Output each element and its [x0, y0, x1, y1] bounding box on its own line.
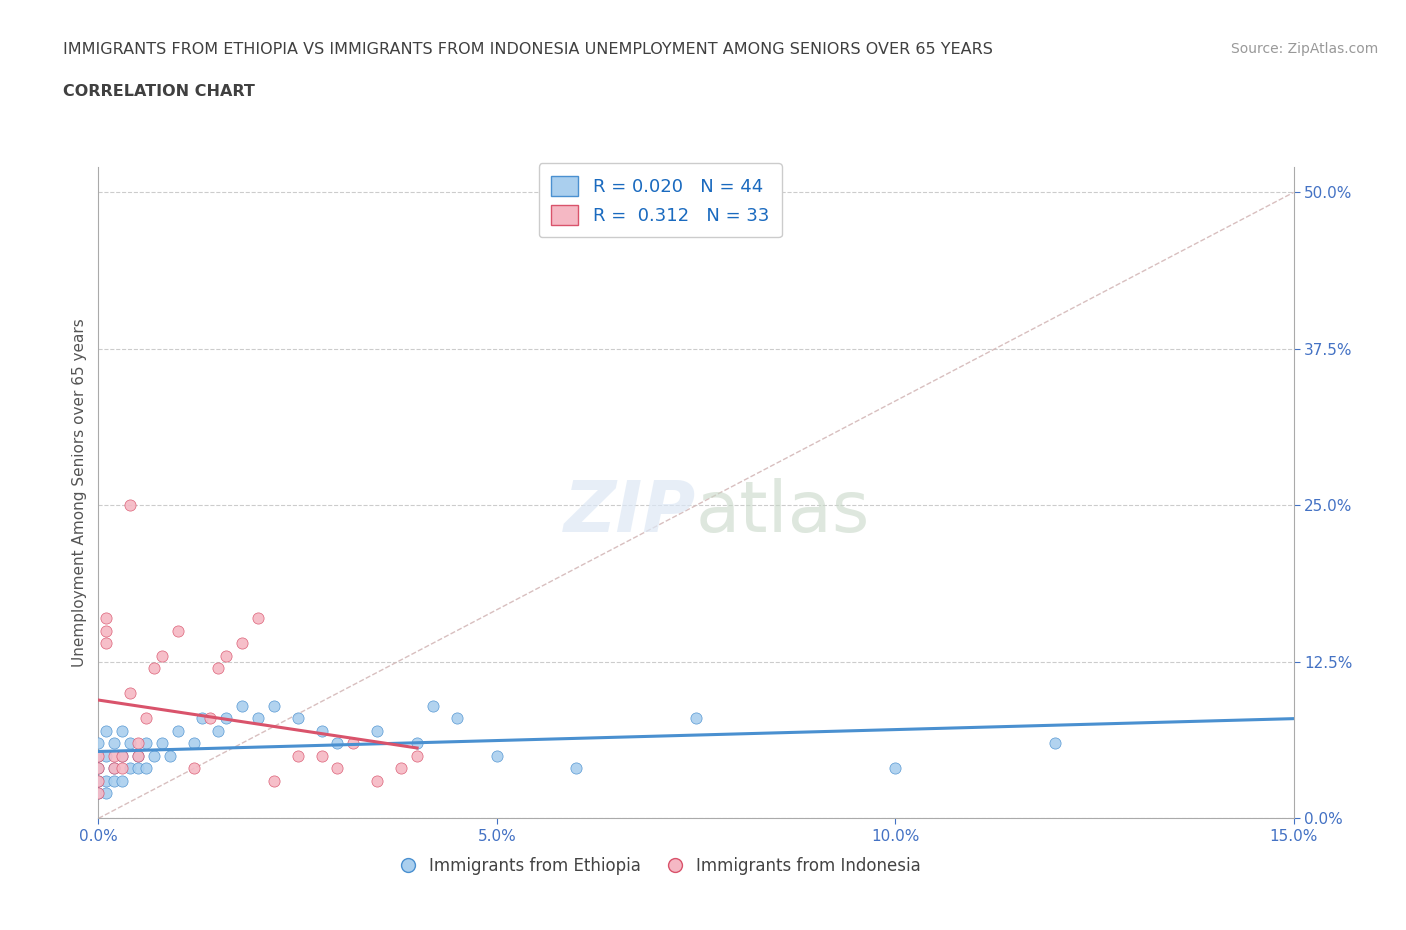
Point	[263, 698, 285, 713]
Y-axis label: Unemployment Among Seniors over 65 years: Unemployment Among Seniors over 65 years	[72, 319, 87, 668]
Point	[103, 761, 125, 776]
Point	[422, 698, 444, 713]
Point	[127, 749, 149, 764]
Point	[311, 724, 333, 738]
Point	[366, 724, 388, 738]
Point	[326, 736, 349, 751]
Point	[87, 761, 110, 776]
Point	[96, 636, 118, 651]
Point	[406, 736, 429, 751]
Point	[135, 711, 157, 725]
Point	[263, 774, 285, 789]
Point	[406, 749, 429, 764]
Point	[87, 786, 110, 801]
Point	[287, 749, 309, 764]
Text: IMMIGRANTS FROM ETHIOPIA VS IMMIGRANTS FROM INDONESIA UNEMPLOYMENT AMONG SENIORS: IMMIGRANTS FROM ETHIOPIA VS IMMIGRANTS F…	[63, 42, 993, 57]
Point	[111, 724, 134, 738]
Point	[127, 749, 149, 764]
Point	[96, 724, 118, 738]
Point	[485, 749, 508, 764]
Point	[1043, 736, 1066, 751]
Point	[87, 749, 110, 764]
Point	[167, 623, 190, 638]
Point	[198, 711, 221, 725]
Point	[215, 711, 238, 725]
Point	[127, 761, 149, 776]
Point	[87, 761, 110, 776]
Point	[215, 648, 238, 663]
Point	[366, 774, 388, 789]
Point	[183, 761, 205, 776]
Point	[191, 711, 214, 725]
Point	[111, 774, 134, 789]
Point	[87, 736, 110, 751]
Point	[150, 736, 173, 751]
Point	[231, 636, 253, 651]
Point	[111, 749, 134, 764]
Point	[103, 774, 125, 789]
Point	[87, 749, 110, 764]
Point	[143, 660, 166, 675]
Legend: Immigrants from Ethiopia, Immigrants from Indonesia: Immigrants from Ethiopia, Immigrants fro…	[392, 850, 928, 882]
Point	[159, 749, 181, 764]
Point	[96, 611, 118, 626]
Point	[311, 749, 333, 764]
Point	[87, 774, 110, 789]
Point	[342, 736, 364, 751]
Point	[96, 749, 118, 764]
Point	[246, 711, 269, 725]
Point	[231, 698, 253, 713]
Text: Source: ZipAtlas.com: Source: ZipAtlas.com	[1230, 42, 1378, 56]
Point	[96, 786, 118, 801]
Point	[103, 761, 125, 776]
Point	[103, 749, 125, 764]
Point	[96, 774, 118, 789]
Point	[446, 711, 468, 725]
Point	[143, 749, 166, 764]
Point	[96, 623, 118, 638]
Text: atlas: atlas	[696, 478, 870, 547]
Point	[127, 736, 149, 751]
Point	[111, 749, 134, 764]
Point	[207, 724, 229, 738]
Point	[183, 736, 205, 751]
Point	[287, 711, 309, 725]
Point	[685, 711, 707, 725]
Point	[87, 774, 110, 789]
Point	[565, 761, 588, 776]
Point	[246, 611, 269, 626]
Point	[87, 786, 110, 801]
Point	[389, 761, 412, 776]
Text: ZIP: ZIP	[564, 478, 696, 547]
Point	[120, 685, 142, 700]
Point	[207, 660, 229, 675]
Point	[120, 761, 142, 776]
Point	[135, 761, 157, 776]
Point	[103, 736, 125, 751]
Point	[326, 761, 349, 776]
Point	[135, 736, 157, 751]
Text: CORRELATION CHART: CORRELATION CHART	[63, 84, 254, 99]
Point	[167, 724, 190, 738]
Point	[150, 648, 173, 663]
Point	[884, 761, 907, 776]
Point	[111, 761, 134, 776]
Point	[120, 498, 142, 512]
Point	[120, 736, 142, 751]
